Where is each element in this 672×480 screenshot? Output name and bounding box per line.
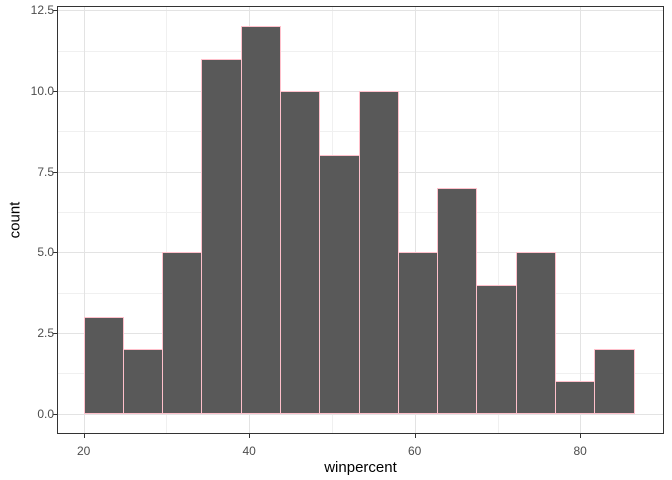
histogram-bar <box>516 252 556 414</box>
x-axis-tick-label: 40 <box>242 444 256 458</box>
x-axis-tick-label: 80 <box>573 444 587 458</box>
gridline-x-minor <box>497 7 499 433</box>
x-axis-tick <box>580 434 582 438</box>
x-axis-tick-label: 60 <box>408 444 422 458</box>
histogram-bar <box>359 91 399 414</box>
gridline-y-minor <box>58 50 663 52</box>
gridline-x-major <box>580 7 582 433</box>
y-axis-title: count <box>6 201 24 239</box>
x-axis-tick-label: 20 <box>77 444 91 458</box>
histogram-bar <box>162 252 202 414</box>
plot-panel <box>57 6 664 434</box>
x-axis-tick <box>414 434 416 438</box>
histogram-bar <box>280 91 320 414</box>
histogram-bar <box>201 59 242 414</box>
gridline-y-major <box>58 413 663 415</box>
y-axis-tick <box>53 413 57 415</box>
histogram-bar <box>398 252 438 414</box>
gridline-y-major <box>58 10 663 12</box>
histogram-bar <box>437 188 477 414</box>
y-axis-tick-label: 12.5 <box>30 3 54 18</box>
histogram-bar <box>123 349 163 414</box>
histogram-bar <box>84 317 124 414</box>
histogram-bar <box>476 285 517 414</box>
y-axis-tick <box>53 252 57 254</box>
histogram-bar <box>319 155 360 414</box>
gridline-x-minor <box>166 7 168 433</box>
y-axis-tick <box>53 10 57 12</box>
y-axis-tick-label: 5.0 <box>37 245 54 260</box>
histogram-bar <box>241 26 281 414</box>
x-axis-tick <box>83 434 85 438</box>
x-axis-tick <box>249 434 251 438</box>
y-axis-tick-label: 2.5 <box>37 326 54 340</box>
y-axis-tick <box>53 333 57 334</box>
y-axis-tick-label: 10.0 <box>30 83 54 98</box>
y-axis-tick-label: 7.5 <box>37 164 54 179</box>
histogram-bar <box>555 381 595 414</box>
x-axis-title: winpercent <box>324 459 397 476</box>
histogram-bar <box>594 349 635 414</box>
gridline-x-major <box>83 7 85 433</box>
gridline-x-major <box>414 7 416 433</box>
y-axis-tick <box>53 90 57 92</box>
y-axis-tick <box>53 171 57 173</box>
y-axis-tick-label: 0.0 <box>37 406 54 421</box>
